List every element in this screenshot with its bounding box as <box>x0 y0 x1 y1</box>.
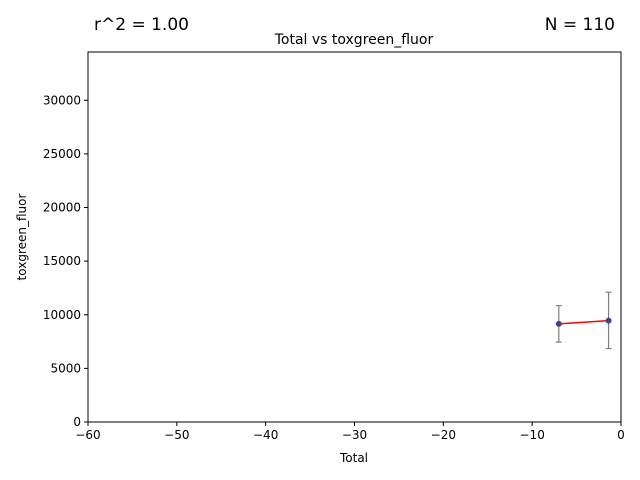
y-tick-label: 10000 <box>43 308 81 322</box>
y-tick-label: 15000 <box>43 254 81 268</box>
y-axis-label: toxgreen_fluor <box>15 194 29 281</box>
chart-title: Total vs toxgreen_fluor <box>274 32 434 48</box>
x-axis-label: Total <box>339 451 368 465</box>
x-tick-label: −30 <box>342 428 367 442</box>
data-point <box>605 317 612 324</box>
x-tick-label: −20 <box>431 428 456 442</box>
y-tick-label: 25000 <box>43 147 81 161</box>
x-tick-label: −60 <box>75 428 100 442</box>
x-tick-label: −40 <box>253 428 278 442</box>
fit-line <box>558 319 609 325</box>
y-tick-label: 5000 <box>50 361 81 375</box>
y-tick-label: 20000 <box>43 201 81 215</box>
x-tick-label: −50 <box>164 428 189 442</box>
y-tick-label: 0 <box>73 415 81 429</box>
data-point <box>555 320 562 327</box>
y-tick-label: 30000 <box>43 93 81 107</box>
plot-frame <box>87 51 622 423</box>
n-annotation: N = 110 <box>545 15 615 35</box>
x-tick-label: 0 <box>617 428 625 442</box>
r2-annotation: r^2 = 1.00 <box>94 15 189 35</box>
x-tick-label: −10 <box>520 428 545 442</box>
